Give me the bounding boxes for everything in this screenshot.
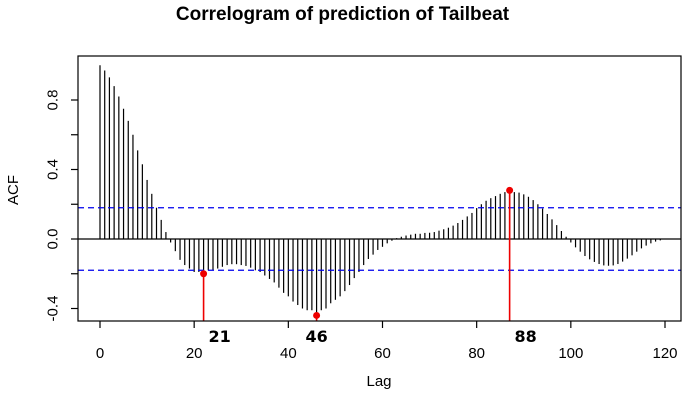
y-tick-label: 0.8 [44,90,61,111]
highlight-label: 21 [208,327,230,346]
y-tick-label: 0.4 [44,159,61,180]
highlighted-lags: 21 46 88 [200,186,537,346]
x-axis: 0 20 40 60 80 100 120 [96,321,678,362]
x-tick-label: 0 [96,345,104,362]
x-tick-label: 60 [374,345,391,362]
y-tick-label: 0.0 [44,229,61,250]
chart-title: Correlogram of prediction of Tailbeat [175,4,510,25]
x-axis-label: Lag [366,373,391,390]
x-tick-label: 20 [186,345,203,362]
highlight-label: 88 [514,327,536,346]
x-tick-label: 100 [558,345,583,362]
acf-bars [99,65,661,316]
x-tick-label: 120 [652,345,677,362]
x-tick-label: 80 [468,345,485,362]
highlight-label: 46 [305,327,327,346]
plot-border [77,55,682,322]
y-axis: -0.4 0.0 0.4 0.8 [44,90,78,322]
y-tick-label: -0.4 [44,296,61,322]
highlight-point [200,270,208,278]
plot-frame [77,55,682,322]
highlight-point [506,186,514,194]
confidence-bounds [78,207,681,271]
y-axis-label: ACF [5,175,22,205]
highlight-point [313,311,321,319]
x-tick-label: 40 [280,345,297,362]
